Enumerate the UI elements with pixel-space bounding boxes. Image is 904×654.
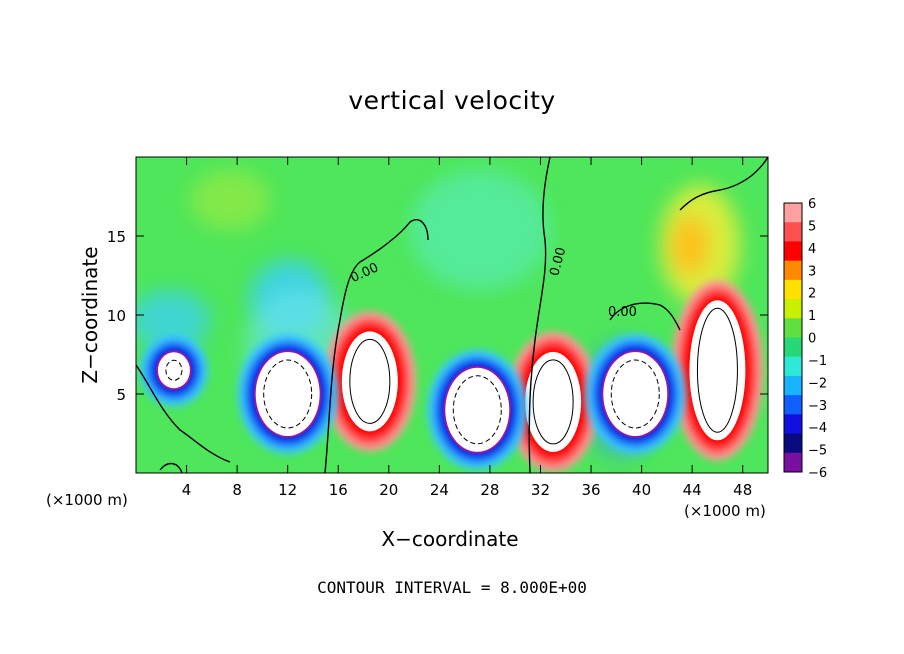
colorbar-tick-label: 5 xyxy=(808,219,816,234)
y-tick-label: 10 xyxy=(107,307,126,325)
plot-field xyxy=(136,157,768,473)
zero-contours xyxy=(136,157,768,473)
contour-interval-note: CONTOUR INTERVAL = 8.000E+00 xyxy=(317,578,587,597)
updraft-cell xyxy=(323,311,416,452)
colorbar-tick-label: −6 xyxy=(808,466,827,481)
x-tick-label: 40 xyxy=(632,481,651,499)
colorbar-tick-label: 1 xyxy=(808,309,816,324)
downdraft-contour xyxy=(610,359,660,429)
x-axis-label: X−coordinate xyxy=(381,527,519,551)
downdraft-contour xyxy=(452,375,502,445)
contour-line-2 xyxy=(528,157,551,473)
colorbar-tick-label: −5 xyxy=(808,444,827,459)
updraft-cell xyxy=(671,280,764,461)
colorbar-swatch xyxy=(784,241,802,262)
colorbar-swatch xyxy=(784,337,802,358)
colorbar-tick-label: −2 xyxy=(808,376,827,391)
downdraft-cell xyxy=(139,334,208,407)
contour-line-1 xyxy=(136,219,429,473)
contour-line-3 xyxy=(609,157,768,331)
colorbar-swatch xyxy=(784,299,802,319)
updraft-cell xyxy=(507,331,600,472)
colorbar-tick-label: 3 xyxy=(808,264,816,279)
colorbar-swatch xyxy=(784,222,802,242)
x-unit-label-right: (×1000 m) xyxy=(684,502,766,520)
x-tick-label: 4 xyxy=(182,481,192,499)
downdraft-core xyxy=(157,352,190,389)
downdraft-cell xyxy=(237,334,338,454)
colorbar-swatch xyxy=(784,452,802,473)
x-tick-label: 20 xyxy=(379,481,398,499)
velocity-cells xyxy=(139,280,764,472)
colorbar-swatch xyxy=(784,356,802,377)
updraft-core xyxy=(341,331,398,432)
downdraft-cell xyxy=(427,349,528,470)
downdraft-cell xyxy=(585,334,686,454)
x-tick-label: 28 xyxy=(480,481,499,499)
colorbar-swatch xyxy=(784,414,802,435)
x-tick-label: 32 xyxy=(531,481,550,499)
colorbar-swatch xyxy=(784,203,802,223)
x-tick-label: 8 xyxy=(232,481,242,499)
colorbar-tick-label: 4 xyxy=(808,242,816,257)
contour-line-4 xyxy=(159,462,183,473)
y-tick-label: 5 xyxy=(116,386,126,404)
colorbar-tick-label: −4 xyxy=(808,421,827,436)
downdraft-contour xyxy=(165,359,183,381)
x-tick-label: 48 xyxy=(733,481,752,499)
y-tick-label: 15 xyxy=(107,228,126,246)
updraft-contour xyxy=(532,359,574,445)
contour-label-2: 0.00 xyxy=(547,246,569,278)
colorbar-frame xyxy=(783,202,803,473)
x-tick-label: 36 xyxy=(581,481,600,499)
contour-label-3: 0.00 xyxy=(608,305,637,320)
colorbar-swatch xyxy=(784,433,802,454)
downdraft-core xyxy=(255,352,320,436)
colorbar-swatch xyxy=(784,260,802,281)
x-tick-label: 24 xyxy=(430,481,449,499)
colorbar: 6 5 4 3 2 1 0 −1 −2 −3 −4 −5 −6 xyxy=(783,197,827,481)
colorbar-tick-label: −3 xyxy=(808,399,827,414)
colorbar-tick-label: 6 xyxy=(808,197,816,212)
downdraft-core xyxy=(445,367,510,452)
colorbar-tick-label: −1 xyxy=(808,354,827,369)
updraft-core xyxy=(525,351,582,452)
downdraft-contour xyxy=(263,359,313,429)
x-tick-label: 12 xyxy=(278,481,297,499)
colorbar-swatch xyxy=(784,395,802,415)
colorbar-tick-label: 0 xyxy=(808,332,816,347)
colorbar-swatch xyxy=(784,375,802,396)
colorbar-tick-label: 2 xyxy=(808,287,816,302)
updraft-contour xyxy=(696,307,738,433)
updraft-contour xyxy=(349,338,391,424)
updraft-core xyxy=(689,300,746,441)
x-tick-label: 16 xyxy=(329,481,348,499)
downdraft-core xyxy=(603,352,668,436)
y-axis-label: Z−coordinate xyxy=(78,246,102,384)
x-tick-label: 44 xyxy=(683,481,702,499)
colorbar-swatch xyxy=(784,279,802,300)
x-unit-label-left: (×1000 m) xyxy=(46,491,128,509)
chart-title: vertical velocity xyxy=(348,86,556,115)
colorbar-swatch xyxy=(784,318,802,338)
